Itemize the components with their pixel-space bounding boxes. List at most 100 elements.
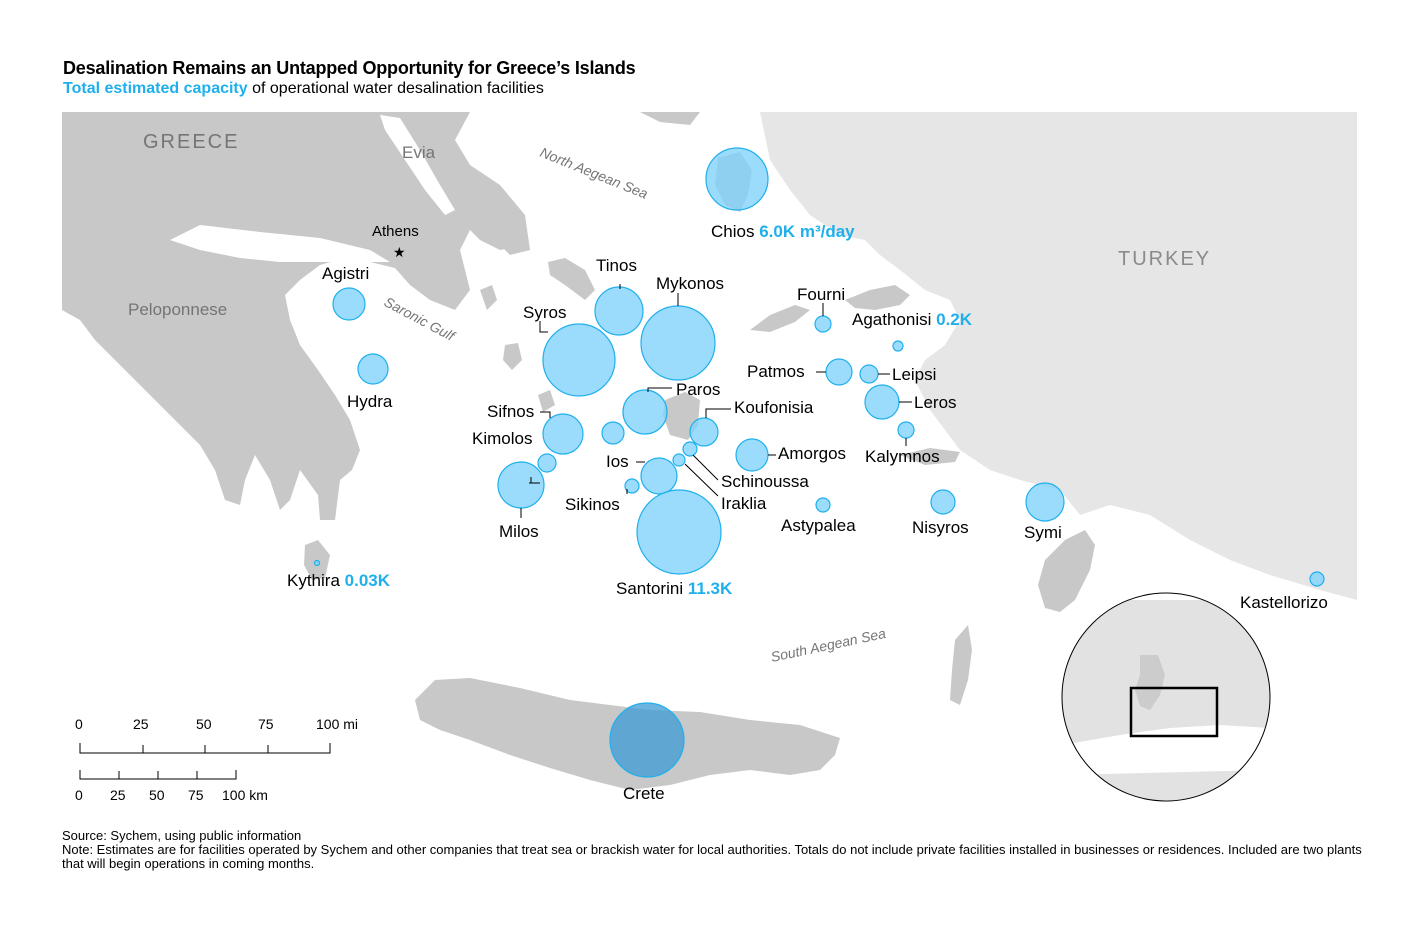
label-evia: Evia <box>402 143 436 162</box>
value-agathonisi: 0.2K <box>936 310 973 329</box>
chart-title: Desalination Remains an Untapped Opportu… <box>63 58 636 78</box>
label-greece: GREECE <box>143 131 239 153</box>
greece-mainland <box>62 112 530 520</box>
label-astypalea: Astypalea <box>781 516 856 535</box>
bubble-iraklia[interactable] <box>672 453 686 467</box>
andros-island <box>548 258 595 300</box>
leader-lines <box>520 284 912 518</box>
scale-km-75: 75 <box>188 787 204 803</box>
label-peloponnese: Peloponnese <box>128 300 227 319</box>
subtitle-highlight: Total estimated capacity <box>63 80 248 97</box>
label-tinos: Tinos <box>596 256 637 275</box>
label-turkey: TURKEY <box>1118 248 1211 270</box>
bubble-astypalea[interactable] <box>815 497 831 513</box>
label-paros: Paros <box>676 380 720 399</box>
bubble-sifnos[interactable] <box>542 413 584 455</box>
bubble-kythira[interactable] <box>313 559 321 567</box>
scale-bar: 0 25 50 75 100 mi 0 25 50 75 100 km <box>75 716 358 803</box>
label-kalymnos: Kalymnos <box>865 447 940 466</box>
label-santorini: Santorini 11.3K <box>616 579 733 598</box>
inset-extent-box <box>1129 686 1219 738</box>
label-mykonos: Mykonos <box>656 274 724 293</box>
turkey-landmass <box>760 112 1357 600</box>
bubble-antiparos[interactable] <box>601 421 625 445</box>
scale-mi-25: 25 <box>133 716 149 732</box>
label-kythira: Kythira 0.03K <box>287 571 391 590</box>
bubble-milos[interactable] <box>497 461 545 509</box>
label-syros: Syros <box>523 303 566 322</box>
rhodes-island <box>1038 530 1095 612</box>
scale-mi-75: 75 <box>258 716 274 732</box>
bubble-koufonisia[interactable] <box>689 417 719 447</box>
label-crete: Crete <box>623 784 665 803</box>
bubble-amorgos[interactable] <box>735 438 769 472</box>
bubble-agistri[interactable] <box>332 287 366 321</box>
chart-subtitle: Total estimated capacity of operational … <box>63 80 544 98</box>
scale-mi-100: 100 mi <box>316 716 358 732</box>
samos-island <box>845 285 910 310</box>
label-patmos: Patmos <box>747 362 805 381</box>
label-symi: Symi <box>1024 523 1062 542</box>
label-sifnos: Sifnos <box>487 402 534 421</box>
locator-inset <box>1061 592 1271 802</box>
label-koufonisia: Koufonisia <box>734 398 814 417</box>
basemap <box>62 112 1357 817</box>
label-leipsi: Leipsi <box>892 365 936 384</box>
value-kythira: 0.03K <box>345 571 391 590</box>
label-agistri: Agistri <box>322 264 369 283</box>
athens-star-icon: ★ <box>393 244 406 260</box>
value-santorini: 11.3K <box>688 579 733 598</box>
scale-km-100: 100 km <box>222 787 268 803</box>
island-labels: Chios 6.0K m³/day Tinos Mykonos Syros Ag… <box>287 222 1328 803</box>
label-milos: Milos <box>499 522 539 541</box>
source-note: Source: Sychem, using public information… <box>62 829 1362 871</box>
bubble-kastellorizo[interactable] <box>1309 571 1325 587</box>
label-schinoussa: Schinoussa <box>721 472 809 491</box>
label-agathonisi: Agathonisi 0.2K <box>852 310 973 329</box>
label-ios: Ios <box>606 452 629 471</box>
label-chios: Chios 6.0K m³/day <box>711 222 855 241</box>
bubble-leros[interactable] <box>864 384 900 420</box>
label-kimolos: Kimolos <box>472 429 532 448</box>
label-sikinos: Sikinos <box>565 495 620 514</box>
scale-mi-50: 50 <box>196 716 212 732</box>
bubble-fourni[interactable] <box>814 315 832 333</box>
karpathos-island <box>950 625 972 705</box>
bubble-agathonisi[interactable] <box>892 340 904 352</box>
bubble-layer <box>313 147 1325 778</box>
bubble-ios[interactable] <box>640 457 678 495</box>
bubble-patmos[interactable] <box>825 358 853 386</box>
bubble-crete[interactable] <box>609 702 685 778</box>
subtitle-rest: of operational water desalination facili… <box>247 80 544 97</box>
ikaria-island <box>750 305 810 332</box>
label-fourni: Fourni <box>797 285 845 304</box>
scale-km-0: 0 <box>75 787 83 803</box>
bubble-tinos[interactable] <box>594 286 644 336</box>
bubble-kimolos[interactable] <box>537 453 557 473</box>
bubble-hydra[interactable] <box>357 353 389 385</box>
label-athens: Athens <box>372 223 419 240</box>
label-iraklia: Iraklia <box>721 494 767 513</box>
scale-km-50: 50 <box>149 787 165 803</box>
bubble-kalymnos[interactable] <box>897 421 915 439</box>
bubble-symi[interactable] <box>1025 482 1065 522</box>
bubble-sikinos[interactable] <box>624 478 640 494</box>
label-leros: Leros <box>914 393 957 412</box>
bubble-leipsi[interactable] <box>859 364 879 384</box>
evia-island <box>395 115 525 250</box>
note-line: Note: Estimates are for facilities opera… <box>62 842 1362 871</box>
bubble-paros[interactable] <box>622 389 668 435</box>
value-chios: 6.0K m³/day <box>759 222 855 241</box>
kos-island <box>900 448 960 465</box>
bubble-chios[interactable] <box>705 147 769 211</box>
inset-globe-outline <box>1061 592 1271 802</box>
label-kastellorizo: Kastellorizo <box>1240 593 1328 612</box>
label-hydra: Hydra <box>347 392 393 411</box>
bubble-mykonos[interactable] <box>640 305 716 381</box>
bubble-schinoussa[interactable] <box>682 441 698 457</box>
bubble-santorini[interactable] <box>636 489 722 575</box>
bubble-syros[interactable] <box>542 323 616 397</box>
bubble-nisyros[interactable] <box>930 489 956 515</box>
label-nisyros: Nisyros <box>912 518 969 537</box>
